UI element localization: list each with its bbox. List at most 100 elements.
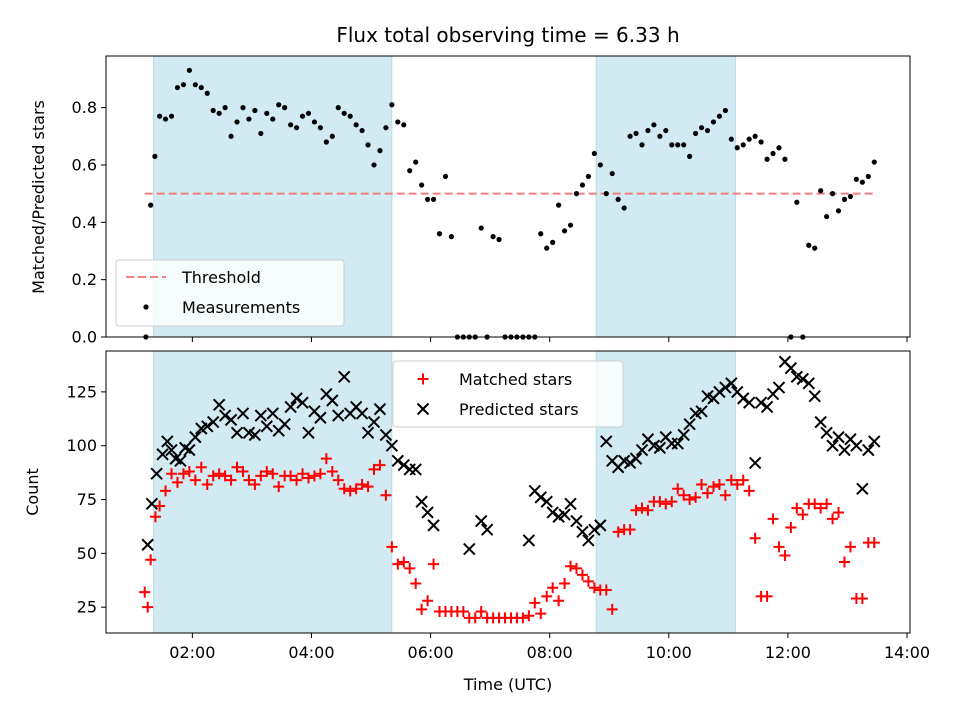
predicted-star-point [427, 519, 440, 532]
counts-y-ticks: 25 50 75 100 125 [66, 382, 106, 617]
matched-star-point [725, 474, 737, 486]
predicted-star-point [415, 495, 428, 508]
matched-star-point [821, 498, 833, 510]
matched-star-point [219, 470, 231, 482]
counts-panel-frame [105, 350, 911, 634]
matched-star-point [356, 478, 368, 490]
matched-star-point [654, 496, 666, 508]
matched-star-point [672, 483, 684, 495]
measurement-point [752, 133, 758, 139]
predicted-star-point [558, 508, 571, 521]
measurement-point [675, 142, 681, 148]
measurement-point [710, 119, 717, 125]
predicted-star-point [332, 409, 345, 422]
measurement-point [252, 107, 258, 114]
legend-matched-label: Matched stars [459, 370, 572, 389]
ratio-y-ticks: 0.0 0.2 0.4 0.6 0.8 [72, 98, 106, 347]
measurement-point [639, 142, 645, 148]
matched-star-point [791, 502, 803, 514]
predicted-star-point [600, 435, 613, 448]
predicted-star-point [145, 497, 159, 511]
predicted-star-point [623, 456, 637, 470]
predicted-star-point [576, 525, 589, 539]
matched-star-point [380, 489, 392, 501]
measurement-point [627, 133, 633, 139]
measurement-point [174, 84, 181, 91]
predicted-star-point [150, 467, 163, 480]
measurement-point [216, 110, 222, 116]
matched-star-point [225, 474, 237, 486]
measurement-point [293, 125, 300, 131]
matched-star-point [201, 478, 213, 490]
predicted-star-point [183, 443, 196, 457]
measurement-point [841, 196, 848, 202]
measurement-point [573, 191, 580, 197]
measurement-point [764, 156, 770, 162]
measurement-point [776, 145, 782, 151]
measurement-point [347, 113, 353, 119]
measurement-point [282, 105, 288, 111]
matched-star-point [606, 603, 618, 615]
measurement-point [210, 107, 216, 114]
predicted-star-point [416, 402, 430, 416]
predicted-star-point [278, 417, 291, 431]
matched-star-point [273, 481, 285, 493]
predicted-star-point [546, 506, 559, 519]
measurement-point [669, 142, 675, 148]
measurement-point [323, 139, 329, 145]
predicted-star-point [856, 482, 869, 495]
predicted-star-point [719, 381, 732, 394]
predicted-star-point [826, 439, 839, 452]
matched-star-point [576, 569, 588, 581]
measurement-point [496, 236, 502, 243]
y-tick-label: 0.6 [72, 155, 97, 174]
ratio-legend: Threshold Measurements [115, 259, 345, 327]
matched-star-point [678, 489, 690, 501]
measurement-point [645, 127, 651, 134]
measurement-point [186, 67, 192, 73]
y-tick-label: 125 [66, 382, 97, 401]
measurement-point [240, 105, 246, 111]
counts-panel: 25 50 75 100 125 02:00 04:00 06:00 08:00 10:00 12… [23, 350, 930, 662]
measurement-point [276, 102, 282, 108]
measurement-point [371, 162, 377, 168]
predicted-star-point [850, 439, 863, 452]
matched-star-point [779, 550, 791, 562]
measurement-point [818, 188, 824, 194]
ratio-x-ticks [191, 337, 908, 342]
measurement-point [152, 153, 158, 159]
matched-star-point [237, 466, 249, 478]
matched-star-point [243, 474, 255, 486]
predicted-star-point [338, 370, 351, 384]
ratio-y-axis-label: Matched/Predicted stars [29, 100, 48, 294]
measurement-point [377, 148, 383, 154]
matched-star-point [417, 373, 429, 385]
predicted-star-point [742, 396, 756, 409]
predicted-star-point [206, 415, 220, 429]
matched-star-point [344, 485, 356, 497]
matched-star-point [302, 472, 314, 484]
matched-star-point [523, 610, 535, 622]
measurement-point [591, 150, 597, 157]
predicted-star-point [367, 415, 381, 429]
matched-star-point [660, 498, 672, 510]
measurement-point [567, 222, 574, 228]
matched-star-point [856, 593, 868, 605]
matched-star-point [368, 463, 380, 475]
matched-star-point [833, 506, 845, 518]
measurement-point [395, 119, 401, 125]
predicted-star-point [254, 409, 268, 422]
matched-star-point [636, 502, 648, 514]
predicted-star-point [290, 392, 303, 405]
y-tick-label: 100 [66, 436, 97, 455]
ratio-legend-box [115, 259, 345, 327]
matched-star-point [785, 522, 797, 534]
predicted-star-point [838, 443, 851, 457]
predicted-star-point [808, 389, 821, 403]
matched-star-point [404, 562, 416, 574]
matched-star-point [177, 468, 189, 480]
measurement-point [561, 228, 568, 234]
predicted-star-point [284, 400, 297, 414]
measurement-point [305, 110, 312, 116]
